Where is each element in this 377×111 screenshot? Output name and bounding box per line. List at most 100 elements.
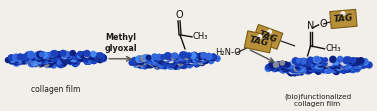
Circle shape	[158, 60, 166, 68]
Circle shape	[283, 64, 291, 72]
Circle shape	[98, 54, 105, 61]
Circle shape	[179, 61, 186, 69]
Circle shape	[305, 61, 311, 67]
Circle shape	[59, 60, 64, 66]
Circle shape	[146, 59, 153, 66]
Circle shape	[201, 57, 208, 64]
Circle shape	[327, 66, 333, 71]
Circle shape	[138, 55, 146, 63]
Circle shape	[359, 58, 365, 65]
Circle shape	[332, 62, 337, 68]
Circle shape	[179, 55, 187, 63]
Circle shape	[9, 56, 17, 63]
Circle shape	[176, 58, 184, 66]
Circle shape	[268, 64, 274, 70]
Circle shape	[136, 57, 143, 64]
Circle shape	[290, 66, 297, 73]
Circle shape	[51, 50, 58, 57]
Circle shape	[69, 50, 76, 56]
Circle shape	[41, 58, 48, 64]
Text: H₂N-O: H₂N-O	[215, 48, 241, 57]
Circle shape	[186, 61, 193, 68]
Circle shape	[160, 55, 166, 61]
Circle shape	[145, 55, 151, 61]
Circle shape	[23, 59, 29, 65]
Circle shape	[91, 58, 97, 64]
Circle shape	[294, 60, 301, 67]
Circle shape	[161, 54, 169, 61]
Circle shape	[356, 63, 362, 70]
Circle shape	[162, 55, 170, 62]
Circle shape	[282, 64, 287, 70]
Circle shape	[307, 62, 315, 69]
Circle shape	[46, 57, 54, 64]
Circle shape	[149, 56, 156, 63]
Circle shape	[51, 51, 59, 59]
Circle shape	[141, 59, 147, 65]
Circle shape	[169, 63, 176, 70]
Circle shape	[8, 56, 14, 62]
Circle shape	[356, 59, 364, 67]
Circle shape	[205, 53, 213, 60]
Circle shape	[359, 59, 365, 65]
Circle shape	[90, 57, 96, 63]
Circle shape	[357, 61, 365, 69]
Circle shape	[34, 59, 42, 67]
Circle shape	[355, 61, 361, 68]
Text: O: O	[320, 19, 327, 29]
Circle shape	[30, 58, 38, 67]
Circle shape	[148, 58, 154, 63]
Circle shape	[321, 61, 326, 66]
Circle shape	[350, 65, 357, 72]
Circle shape	[337, 65, 345, 73]
Circle shape	[61, 54, 68, 60]
Circle shape	[61, 51, 67, 57]
Circle shape	[37, 60, 43, 66]
Circle shape	[307, 67, 313, 73]
Circle shape	[318, 57, 324, 63]
Circle shape	[78, 56, 84, 62]
Text: TAG: TAG	[333, 14, 354, 24]
Circle shape	[201, 55, 208, 62]
Circle shape	[298, 67, 304, 73]
Circle shape	[38, 58, 46, 66]
Circle shape	[347, 58, 354, 65]
Circle shape	[141, 60, 147, 66]
Circle shape	[194, 59, 202, 67]
Circle shape	[145, 55, 152, 61]
Circle shape	[335, 59, 343, 67]
Circle shape	[183, 54, 190, 60]
Circle shape	[39, 51, 45, 57]
Circle shape	[279, 63, 288, 71]
Circle shape	[37, 51, 45, 59]
Circle shape	[186, 55, 193, 63]
Circle shape	[43, 52, 50, 59]
Circle shape	[308, 60, 316, 68]
Circle shape	[343, 65, 351, 72]
Circle shape	[36, 57, 43, 64]
Circle shape	[31, 57, 38, 64]
Circle shape	[146, 57, 152, 64]
Circle shape	[203, 54, 210, 61]
Circle shape	[279, 60, 285, 66]
Circle shape	[139, 61, 147, 68]
Circle shape	[172, 58, 179, 65]
Circle shape	[156, 55, 162, 60]
Circle shape	[193, 62, 199, 68]
Circle shape	[135, 56, 143, 64]
Circle shape	[11, 55, 19, 63]
Circle shape	[339, 59, 347, 67]
Circle shape	[209, 54, 216, 61]
Circle shape	[178, 56, 184, 61]
Circle shape	[187, 53, 192, 59]
Circle shape	[277, 66, 284, 72]
Circle shape	[164, 58, 171, 64]
Circle shape	[162, 54, 170, 61]
Circle shape	[86, 57, 93, 65]
Circle shape	[91, 58, 96, 63]
Circle shape	[299, 62, 306, 69]
Circle shape	[160, 61, 167, 68]
Circle shape	[68, 57, 76, 65]
Circle shape	[31, 54, 37, 61]
Circle shape	[275, 61, 282, 68]
